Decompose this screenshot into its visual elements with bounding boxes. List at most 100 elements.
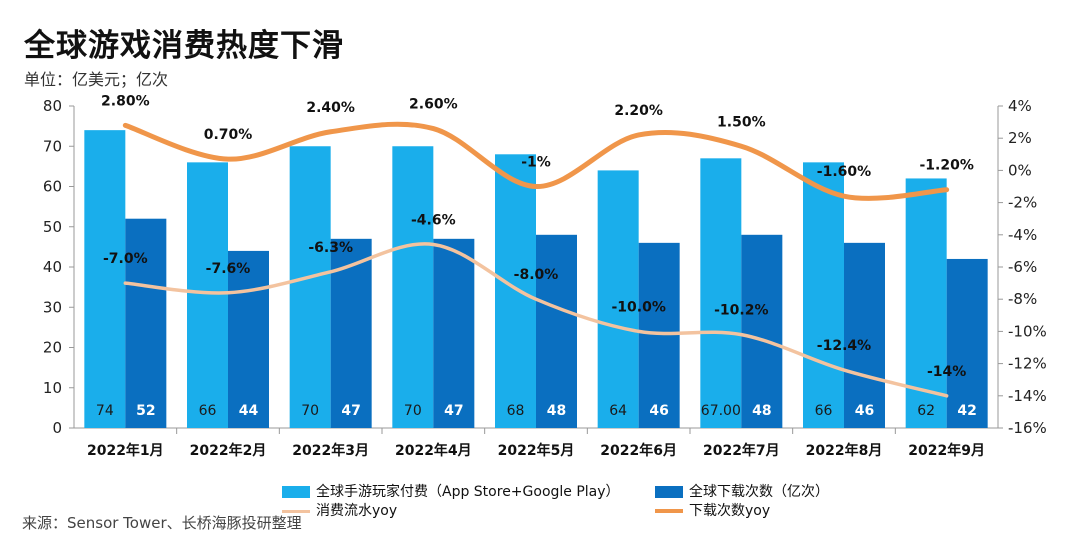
y-left-tick-label: 10 (43, 379, 62, 397)
legend-swatch-download-yoy (655, 509, 683, 513)
y-left-tick-label: 20 (43, 339, 62, 357)
legend-label-download-yoy: 下载次数yoy (689, 503, 771, 519)
legend-item-paid: 全球手游玩家付费（App Store+Google Play） (282, 481, 620, 501)
point-label-download-yoy: -1.60% (817, 164, 871, 180)
point-label-download-yoy: 2.40% (306, 100, 355, 116)
bar-downloads (638, 242, 680, 428)
bar-downloads (741, 234, 783, 428)
line-consume-yoy (123, 242, 949, 398)
bar-label-paid: 64 (609, 403, 627, 419)
legend-item-downloads: 全球下载次数（亿次） (655, 481, 829, 501)
bar-label-downloads: 47 (444, 403, 463, 419)
point-label-download-yoy: -1% (521, 155, 551, 171)
y-left-tick-label: 70 (43, 137, 62, 155)
legend-label-downloads: 全球下载次数（亿次） (689, 484, 829, 500)
y-left-tick-label: 30 (43, 298, 62, 316)
x-tick-label: 2022年6月 (600, 442, 677, 459)
y-left-tick-label: 40 (43, 258, 62, 276)
bar-label-downloads: 52 (136, 403, 155, 419)
bar-label-downloads: 48 (752, 403, 771, 419)
bar-label-paid: 68 (507, 403, 525, 419)
bar-paid (700, 158, 742, 428)
y-right-tick-label: 2% (1008, 129, 1032, 147)
bar-paid (187, 162, 228, 428)
unit-label: 单位：亿美元；亿次 (24, 70, 169, 89)
x-tick-label: 2022年2月 (190, 442, 267, 459)
y-right-tick-label: 0% (1008, 161, 1032, 179)
line-download-yoy (122, 121, 950, 201)
bar-label-downloads: 44 (239, 403, 259, 419)
y-right-tick-label: -10% (1008, 322, 1047, 340)
x-tick-label: 2022年9月 (908, 442, 985, 459)
y-right-tick-label: -8% (1008, 290, 1037, 308)
point-label-download-yoy: -1.20% (919, 158, 973, 174)
point-label-download-yoy: 2.60% (409, 97, 458, 113)
bar-label-downloads: 46 (855, 403, 874, 419)
bar-downloads (946, 258, 988, 428)
legend-swatch-paid (282, 486, 310, 498)
y-right-tick-label: -16% (1008, 419, 1047, 437)
bar-downloads (433, 238, 475, 428)
legend-swatch-consume-yoy (282, 509, 310, 513)
y-right-tick-label: -4% (1008, 226, 1037, 244)
point-label-consume-yoy: -10.2% (714, 303, 768, 319)
point-label-consume-yoy: -14% (927, 364, 966, 380)
legend-label-consume-yoy: 消费流水yoy (316, 503, 398, 519)
bar-label-downloads: 47 (341, 403, 360, 419)
point-label-download-yoy: 0.70% (204, 127, 253, 143)
point-label-consume-yoy: -4.6% (411, 212, 456, 228)
axes-layer: 0 10 20 30 40 50 60 70 80 -16% -14% -12% -10% -8% -6% -… (43, 97, 1047, 459)
y-left-tick-label: 0 (52, 419, 62, 437)
bar-label-downloads: 46 (649, 403, 668, 419)
point-label-consume-yoy: -12.4% (817, 338, 871, 354)
y-right-tick-label: -2% (1008, 194, 1037, 212)
bar-label-paid: 66 (815, 403, 833, 419)
point-label-consume-yoy: -6.3% (308, 240, 353, 256)
bar-paid (597, 170, 639, 428)
bar-paid (392, 146, 434, 428)
legend-item-download-yoy: 下载次数yoy (655, 500, 770, 520)
labels-layer: 74 52 66 44 70 47 70 47 68 48 64 46 67.00 48 66 46 62 42 -… (96, 93, 977, 419)
point-label-download-yoy: 1.50% (717, 114, 766, 130)
x-tick-label: 2022年4月 (395, 442, 472, 459)
bar-paid (289, 146, 331, 428)
bar-label-downloads: 48 (547, 403, 566, 419)
point-label-consume-yoy: -7.0% (103, 251, 148, 267)
bar-label-paid: 67.00 (701, 403, 741, 419)
y-left-tick-label: 60 (43, 178, 62, 196)
x-tick-label: 2022年3月 (292, 442, 369, 459)
bar-label-paid: 70 (404, 403, 422, 419)
y-right-tick-label: -12% (1008, 355, 1047, 373)
legend-item-consume-yoy: 消费流水yoy (282, 500, 397, 520)
x-tick-label: 2022年1月 (87, 442, 164, 459)
legend-swatch-downloads (655, 486, 683, 498)
bar-label-paid: 66 (199, 403, 217, 419)
bar-label-paid: 74 (96, 403, 114, 419)
point-label-consume-yoy: -8.0% (514, 267, 559, 283)
bar-label-downloads: 42 (957, 403, 976, 419)
x-tick-label: 2022年7月 (703, 442, 780, 459)
legend-label-paid: 全球手游玩家付费（App Store+Google Play） (316, 484, 620, 500)
point-label-consume-yoy: -10.0% (611, 299, 665, 315)
x-tick-label: 2022年5月 (498, 442, 575, 459)
bar-label-paid: 70 (301, 403, 319, 419)
bar-downloads (125, 218, 167, 428)
lines-layer (122, 121, 950, 398)
chart-title: 全球游戏消费热度下滑 (24, 28, 344, 64)
point-label-consume-yoy: -7.6% (206, 261, 251, 277)
y-left-tick-label: 80 (43, 97, 62, 115)
bar-paid (495, 154, 536, 429)
bar-downloads (536, 234, 577, 428)
x-tick-label: 2022年8月 (806, 442, 883, 459)
y-right-tick-label: -6% (1008, 258, 1037, 276)
bar-downloads (844, 242, 885, 428)
y-right-tick-label: 4% (1008, 97, 1032, 115)
y-left-tick-label: 50 (43, 218, 62, 236)
bar-downloads (228, 250, 269, 428)
combo-chart: 0 10 20 30 40 50 60 70 80 -16% -14% -12% -10% -8% -6% -… (43, 93, 1047, 459)
bar-paid (803, 162, 844, 428)
bar-label-paid: 62 (917, 403, 935, 419)
bar-paid (84, 130, 126, 428)
source-note: 来源：Sensor Tower、长桥海豚投研整理 (22, 514, 302, 532)
point-label-download-yoy: 2.80% (101, 93, 150, 109)
